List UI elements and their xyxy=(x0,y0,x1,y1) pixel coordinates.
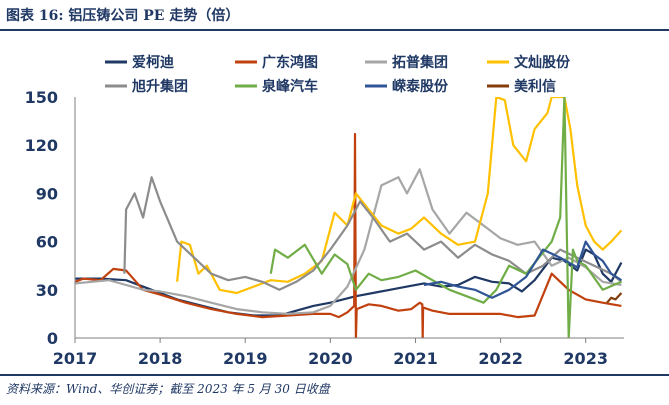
series-line-3 xyxy=(75,168,622,315)
top-rule xyxy=(0,29,669,31)
series-line-6 xyxy=(269,97,622,338)
legend-label: 泉峰汽车 xyxy=(262,78,318,95)
x-tick-label: 2017 xyxy=(53,349,98,368)
series-layer xyxy=(75,97,623,338)
legend-label: 嵘泰股份 xyxy=(392,78,449,95)
y-tick-label: 120 xyxy=(25,136,58,155)
x-tick-label: 2023 xyxy=(563,349,608,368)
series-line-4 xyxy=(176,97,623,295)
x-tick-label: 2018 xyxy=(138,349,183,368)
legend-label: 广东鸿图 xyxy=(262,54,318,71)
series-line-5 xyxy=(123,176,623,291)
y-tick-label: 60 xyxy=(36,233,58,252)
x-tick-label: 2019 xyxy=(223,349,268,368)
series-line-8 xyxy=(606,292,623,304)
legend-label: 爱柯迪 xyxy=(132,54,174,71)
chart-title: 图表 16: 铝压铸公司 PE 走势（倍） xyxy=(6,8,240,24)
y-tick-label: 150 xyxy=(25,88,58,107)
legend-label: 拓普集团 xyxy=(392,54,448,71)
x-tick-label: 2021 xyxy=(393,349,438,368)
series-line-7 xyxy=(423,240,622,299)
y-tick-label: 90 xyxy=(36,184,58,203)
x-tick-label: 2022 xyxy=(478,349,523,368)
series-line-2 xyxy=(75,132,622,338)
legend-label: 美利信 xyxy=(514,78,556,95)
source-note: 资料来源：Wind、华创证券；截至 2023 年 5 月 30 日收盘 xyxy=(6,382,330,396)
legend-label: 文灿股份 xyxy=(514,54,571,71)
legend-label: 旭升集团 xyxy=(131,78,188,95)
y-tick-label: 30 xyxy=(36,281,58,300)
y-tick-label: 0 xyxy=(47,329,58,348)
x-tick-label: 2020 xyxy=(308,349,353,368)
bottom-rule xyxy=(0,374,669,376)
axes: 0 30 60 90 120 150 2017 2018 2019 2020 2021 2022 202… xyxy=(25,88,624,368)
